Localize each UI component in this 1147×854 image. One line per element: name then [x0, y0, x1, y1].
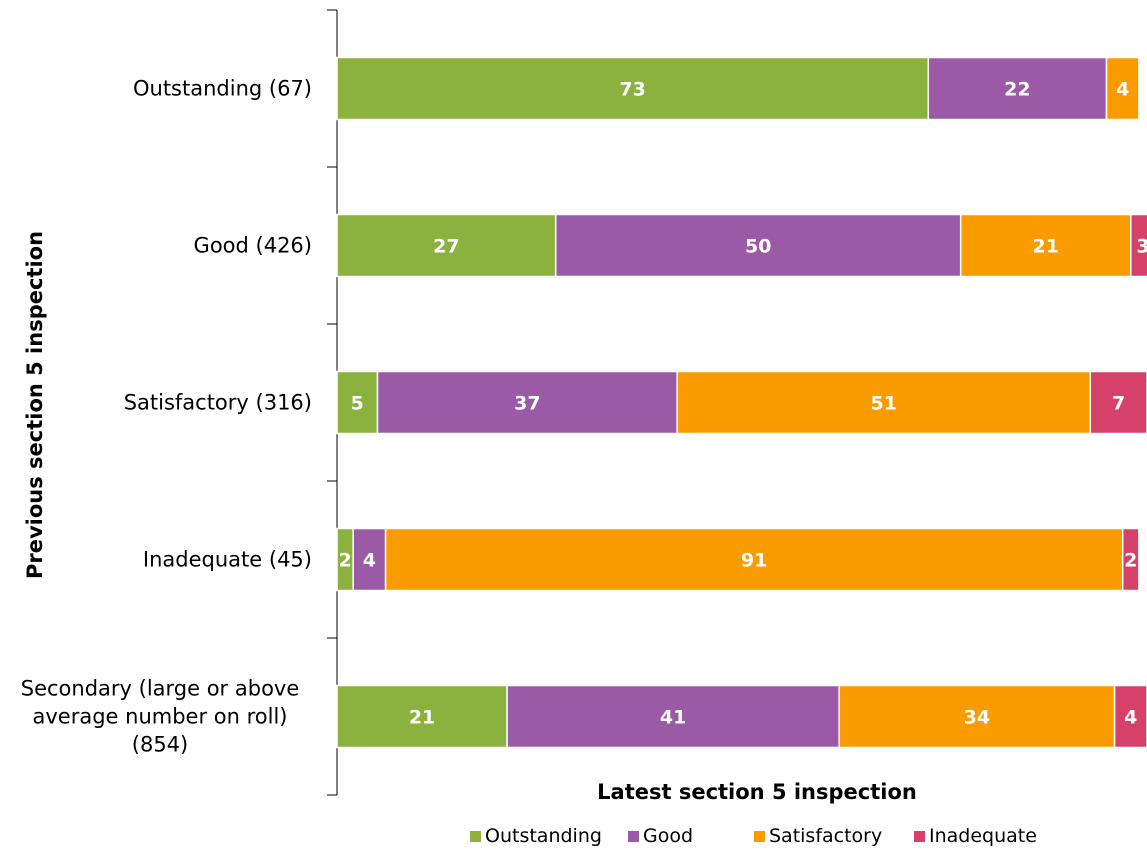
legend-label: Outstanding: [485, 825, 602, 847]
bar-value-label: 41: [660, 707, 686, 729]
legend-label: Inadequate: [929, 825, 1037, 847]
legend-item-satisfactory: Satisfactory: [754, 825, 882, 847]
bar-segment-satisfactory: [838, 684, 1116, 749]
bar-value-label: 37: [514, 393, 540, 415]
bar-value-label: 51: [871, 393, 897, 415]
bar-segment-good: [376, 370, 678, 435]
bar-segment-inadequate: [1089, 370, 1147, 435]
bar-segment-good: [554, 213, 962, 278]
legend: Outstanding Good Satisfactory Inadequate: [470, 825, 1037, 847]
bar-segment-outstanding: [336, 370, 379, 435]
category-label: Secondary (large or above average number …: [21, 677, 300, 757]
bar-value-label: 21: [1033, 236, 1059, 258]
bar-segment-inadequate: [1121, 527, 1140, 592]
bar-segment-satisfactory: [384, 527, 1124, 592]
category-label: Good (426): [194, 234, 312, 258]
bar-segment-outstanding: [336, 213, 557, 278]
y-axis: [327, 9, 338, 796]
legend-swatch: [754, 831, 765, 842]
bar-segment-good: [927, 56, 1108, 121]
bar-value-label: 73: [619, 79, 645, 101]
bar-segment-satisfactory: [1105, 56, 1140, 121]
bar-value-label: 7: [1112, 393, 1125, 415]
bar-segment-satisfactory: [676, 370, 1092, 435]
legend-swatch: [914, 831, 925, 842]
legend-label: Good: [643, 825, 693, 847]
category-label: Inadequate (45): [143, 548, 312, 572]
bar-value-label: 4: [363, 550, 376, 572]
legend-item-good: Good: [628, 825, 693, 847]
bar-value-label: 50: [745, 236, 771, 258]
y-axis-title: Previous section 5 inspection: [23, 231, 47, 579]
bar-value-label: 27: [433, 236, 459, 258]
bar-segment-satisfactory: [959, 213, 1132, 278]
legend-swatch: [628, 831, 639, 842]
legend-item-inadequate: Inadequate: [914, 825, 1037, 847]
bar-segment-good: [506, 684, 840, 749]
legend-item-outstanding: Outstanding: [470, 825, 602, 847]
bar-segment-inadequate: [1130, 213, 1147, 278]
bars: 73 22 427 50 21 35 37 51 72 4 91 221 41 34 4: [336, 56, 1147, 749]
bar-value-label: 34: [964, 707, 990, 729]
bar-value-label: 4: [1116, 79, 1129, 101]
bar-segment-inadequate: [1113, 684, 1147, 749]
legend-label: Satisfactory: [769, 825, 882, 847]
bar-value-label: 4: [1124, 707, 1137, 729]
legend-swatch: [470, 831, 481, 842]
bar-value-label: 22: [1004, 79, 1030, 101]
category-label: Satisfactory (316): [124, 391, 312, 415]
bar-segment-outstanding: [336, 684, 508, 749]
bar-value-label: 91: [741, 550, 767, 572]
bar-value-label: 5: [351, 393, 364, 415]
bar-segment-good: [352, 527, 387, 592]
x-axis-title: Latest section 5 inspection: [597, 780, 917, 804]
category-label: Outstanding (67): [133, 77, 312, 101]
bar-value-label: 21: [409, 707, 435, 729]
bar-value-label: 2: [1124, 550, 1137, 572]
bar-value-label: 3: [1136, 236, 1147, 258]
bar-segment-outstanding: [336, 56, 930, 121]
bar-value-label: 2: [338, 550, 351, 572]
category-labels: Outstanding (67) Good (426) Satisfactory (…: [21, 77, 312, 757]
